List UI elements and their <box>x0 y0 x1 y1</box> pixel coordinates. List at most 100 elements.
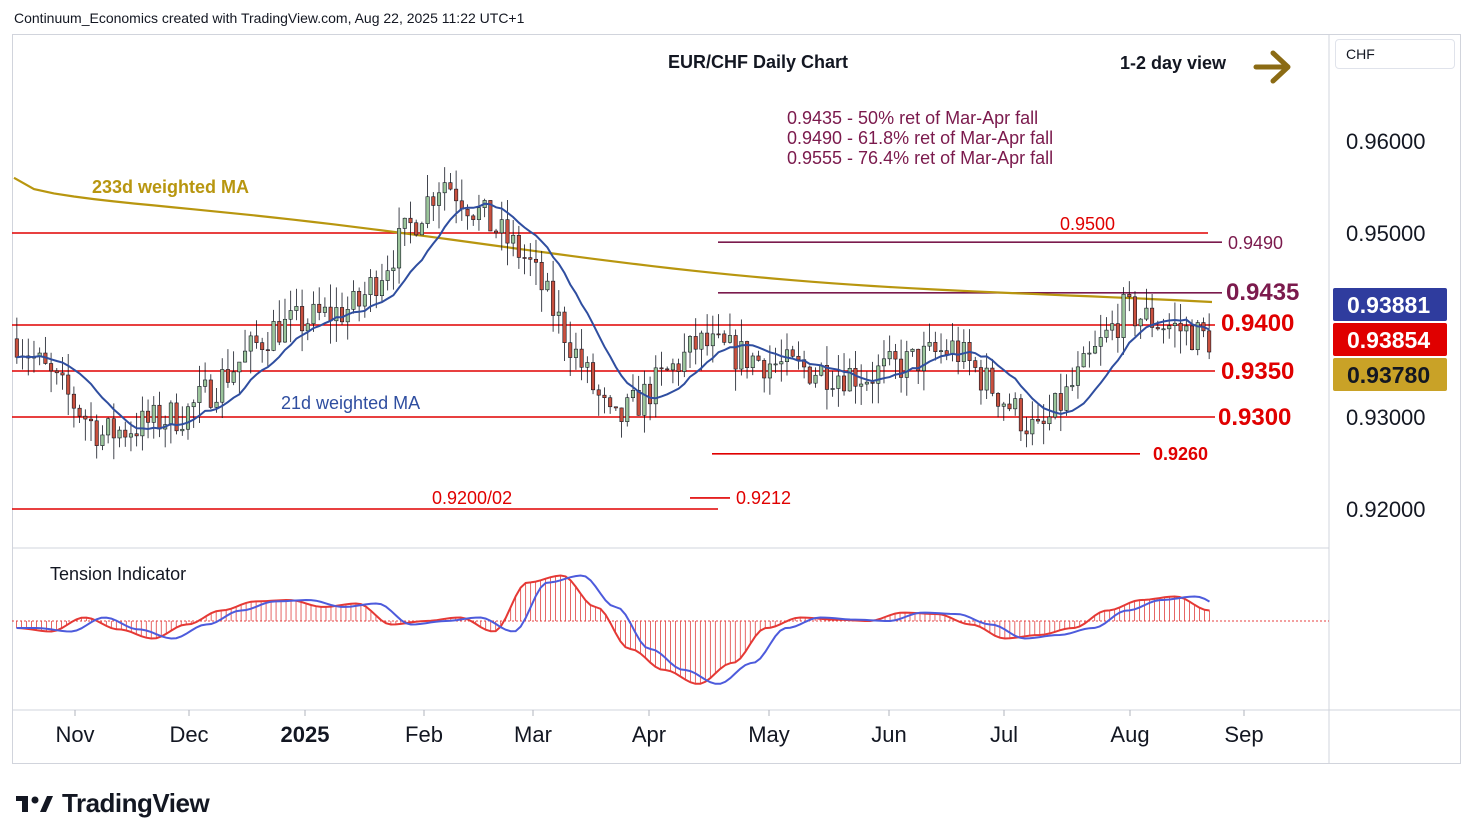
price-tag-label-0: 0.93881 <box>1347 292 1430 318</box>
candle-body <box>174 402 179 432</box>
candle-body <box>1041 420 1046 425</box>
candle-body <box>1184 325 1189 332</box>
tension-indicator-pane <box>12 574 1329 685</box>
candle-body <box>414 222 419 236</box>
candle-body <box>539 261 544 291</box>
candle-body <box>670 363 675 371</box>
candle-body <box>910 348 915 352</box>
candle-body <box>494 230 499 234</box>
candle-body <box>653 367 658 405</box>
candle-body <box>710 333 715 347</box>
chart-frame <box>12 34 1461 764</box>
candle-body <box>374 277 379 296</box>
ma21-label: 21d weighted MA <box>281 393 420 413</box>
price-axis[interactable]: 0.96000 0.95000 0.93000 0.92000 <box>1346 129 1426 522</box>
candle-body <box>1207 330 1212 353</box>
candle-body <box>893 351 898 360</box>
candle-body <box>265 349 270 352</box>
candle-body <box>1167 325 1172 330</box>
candle-body <box>762 360 767 379</box>
candle-body <box>973 360 978 368</box>
candle-body <box>379 280 384 296</box>
candle-body <box>214 401 219 408</box>
ma21-line <box>16 202 1210 431</box>
chart-title: EUR/CHF Daily Chart <box>668 52 848 72</box>
candle-body <box>260 342 265 351</box>
price-tag-bg-1 <box>1333 323 1447 356</box>
candle-body <box>454 188 459 202</box>
candle-body <box>311 303 316 325</box>
indicator-fast-line <box>16 574 1210 685</box>
candle-body <box>887 351 892 360</box>
candle-body <box>111 418 116 439</box>
candle-body <box>1150 307 1155 328</box>
candle-body <box>157 404 162 430</box>
candle-body <box>1007 403 1012 410</box>
x-tick-label-4: Mar <box>514 722 552 747</box>
candle-body <box>699 332 704 350</box>
currency-selector[interactable]: CHF <box>1335 39 1455 69</box>
candle-body <box>66 374 71 395</box>
candle-body <box>842 375 847 392</box>
x-tick-label-5: Apr <box>632 722 666 747</box>
x-tick-label-0: Nov <box>55 722 94 747</box>
candle-body <box>488 200 493 232</box>
candle-body <box>596 389 601 396</box>
candle-body <box>317 303 322 313</box>
candle-body <box>1001 403 1006 407</box>
candle-body <box>522 257 527 259</box>
candle-body <box>448 182 453 190</box>
candle-body <box>505 219 510 244</box>
candle-body <box>151 404 156 423</box>
note-764pct: 0.9555 - 76.4% ret of Mar-Apr fall <box>787 148 1053 168</box>
candle-body <box>1155 327 1160 330</box>
candle-body <box>431 196 436 206</box>
candle-body <box>659 367 664 370</box>
candle-body <box>271 321 276 351</box>
currency-label: CHF <box>1346 46 1375 62</box>
candle-body <box>499 219 504 234</box>
candle-body <box>739 341 744 370</box>
candle-body <box>790 349 795 357</box>
candle-body <box>756 355 761 361</box>
candle-body <box>1138 318 1143 327</box>
candle-body <box>1127 293 1132 298</box>
candle-body <box>642 383 647 416</box>
candle-body <box>322 306 327 313</box>
candle-body <box>813 374 818 384</box>
candle-body <box>916 348 921 371</box>
level-label-8: 0.9200/02 <box>432 488 512 508</box>
candle-body <box>779 361 784 365</box>
candle-body <box>1104 329 1109 338</box>
candle-body <box>60 372 65 376</box>
candle-body <box>225 369 230 383</box>
candle-body <box>408 217 413 224</box>
y-tick-label-1: 0.95000 <box>1346 221 1426 246</box>
indicator-slow-line <box>16 574 1210 685</box>
tradingview-logo[interactable]: TradingView <box>16 788 210 819</box>
y-tick-label-0: 0.96000 <box>1346 129 1426 154</box>
candle-body <box>722 333 727 343</box>
candle-body <box>750 355 755 369</box>
candle-body <box>300 306 305 332</box>
candle-body <box>100 434 105 446</box>
candle-body <box>853 368 858 387</box>
candle-body <box>921 345 926 371</box>
candle-body <box>89 418 94 422</box>
candle-body <box>1064 386 1069 411</box>
candle-body <box>168 402 173 425</box>
candle-body <box>203 379 208 387</box>
candle-body <box>676 363 681 372</box>
candle-body <box>1030 419 1035 435</box>
candle-body <box>636 390 641 416</box>
candle-body <box>294 306 299 311</box>
candle-body <box>602 394 607 399</box>
candle-body <box>197 386 202 403</box>
time-axis[interactable]: Nov Dec 2025 Feb Mar Apr May Jun Jul Aug Sep <box>55 710 1264 747</box>
candle-body <box>1081 353 1086 368</box>
candle-body <box>362 294 367 307</box>
candle-body <box>876 365 881 384</box>
candle-body <box>745 341 750 369</box>
candle-body <box>528 257 533 260</box>
